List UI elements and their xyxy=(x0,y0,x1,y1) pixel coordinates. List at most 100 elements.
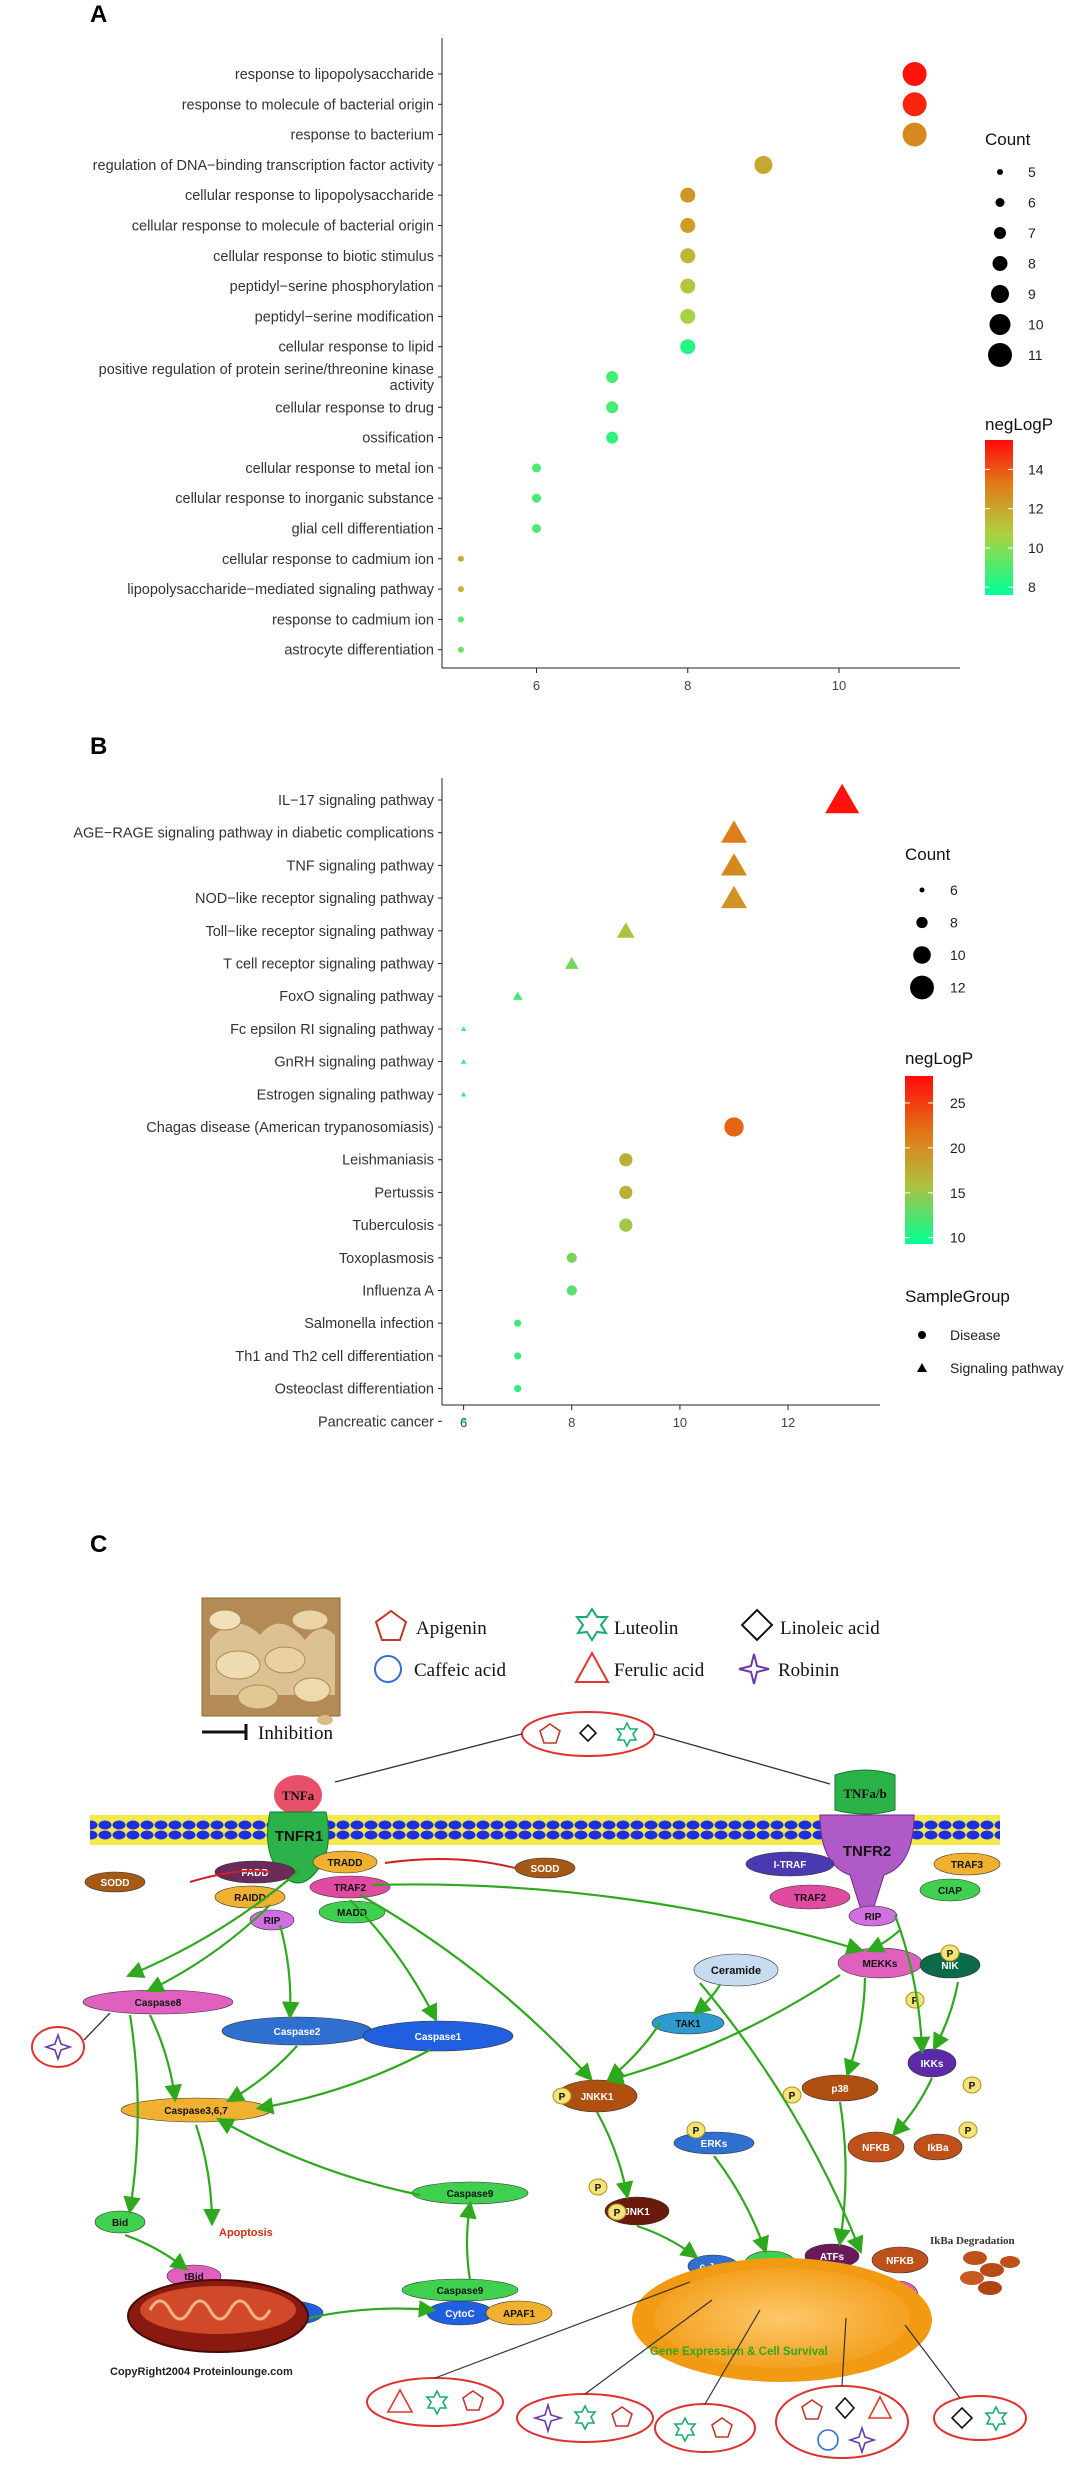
ikks-label: IKKs xyxy=(921,2059,944,2070)
chart-a-category-label: glial cell differentiation xyxy=(292,522,434,538)
caspase9a-label: Caspase9 xyxy=(447,2189,494,2200)
nfkb1-label: NFKB xyxy=(862,2143,890,2154)
sodd-inhibition-line xyxy=(189,1869,271,1883)
chart-b-category-label: T cell receptor signaling pathway xyxy=(223,957,435,973)
caffeic-acid-circle-icon xyxy=(817,2429,839,2451)
legend-a-count-title: Count xyxy=(985,130,1031,149)
phospho-badge xyxy=(607,2203,627,2221)
chart-b-category-label: NOD−like receptor signaling pathway xyxy=(195,891,435,907)
chart-a-category-labels: response to lipopolysaccharide response t… xyxy=(93,67,442,659)
chart-b-point-triangle xyxy=(564,957,579,969)
legend-b-size-entries: 6 8 10 12 xyxy=(910,882,966,1000)
tnfa-label: TNFa xyxy=(282,1788,315,1803)
pathway-arrow xyxy=(125,1869,301,1979)
copyright-label: CopyRight2004 Proteinlounge.com xyxy=(110,2366,293,2378)
pathway-arrow xyxy=(255,2049,431,2115)
chart-b-category-label: Pancreatic cancer xyxy=(318,1414,434,1430)
caspase9b-label: Caspase9 xyxy=(437,2286,484,2297)
robinin-star-icon xyxy=(738,1653,770,1685)
tradd-label: TRADD xyxy=(328,1858,363,1869)
jnk1-label: JNK1 xyxy=(624,2207,650,2218)
apaf1-node xyxy=(485,2300,553,2326)
chart-b-point-circle xyxy=(619,1153,633,1167)
ikks-node xyxy=(907,2048,957,2078)
caspase8-label: Caspase8 xyxy=(135,1998,182,2009)
legend-a-size-marker xyxy=(997,169,1003,175)
mitochondrion xyxy=(127,2279,309,2353)
legend-b-count-title: Count xyxy=(905,845,951,864)
diagram-arrows xyxy=(123,1858,960,2322)
linoleic-acid-diamond-icon xyxy=(834,2396,856,2420)
legend-b-signaling-label: Signaling pathway xyxy=(950,1360,1064,1376)
pathway-arrow xyxy=(865,1929,901,1953)
traf3-label: TRAF3 xyxy=(951,1860,984,1871)
apigenin-pentagon-icon xyxy=(539,1723,561,1744)
chart-b-point-circle xyxy=(461,1419,466,1424)
chart-b-point-circle xyxy=(566,1252,577,1263)
chart-a-category-label: cellular response to drug xyxy=(275,400,434,416)
pathway-arrow xyxy=(844,1977,867,2078)
pathway-arrow xyxy=(146,1904,271,1993)
chart-a-category-label: positive regulation of protein serine/th… xyxy=(99,362,435,394)
legend-a-size-entries: 5 6 7 8 9 10 11 xyxy=(988,164,1044,367)
chart-a-point xyxy=(680,187,696,203)
chart-a-point xyxy=(680,248,696,264)
legend-a-size-label: 9 xyxy=(1028,286,1036,302)
luteolin-star-icon xyxy=(673,2416,697,2443)
legend-b-tick-label: 20 xyxy=(950,1140,966,1156)
chart-a-category-label: cellular response to metal ion xyxy=(245,461,434,477)
phospho-label: P xyxy=(947,1949,954,1960)
chart-a-category-label: cellular response to inorganic substance xyxy=(175,491,434,507)
legend-b-samplegroup-title: SampleGroup xyxy=(905,1287,1010,1306)
phospho-label: P xyxy=(789,2091,796,2102)
traf2a-node xyxy=(309,1875,391,1899)
caspase1-label: Caspase1 xyxy=(415,2032,462,2043)
apigenin-pentagon-icon xyxy=(801,2399,823,2420)
legend-b-size-label: 10 xyxy=(950,947,966,963)
chart-a-point xyxy=(457,586,464,593)
legend-a-size-marker xyxy=(988,343,1012,367)
chart-a-category-label: peptidyl−serine modification xyxy=(255,309,434,325)
chart-b-legend: Count 6 8 10 12 negLogP 10 15 20 25 SampleGrou… xyxy=(905,845,1064,1376)
chart-b-category-label: Influenza A xyxy=(362,1284,434,1300)
phospho-badge xyxy=(962,2076,982,2094)
chart-a-x-tick-label: 8 xyxy=(684,678,691,693)
chart-a-plot-area xyxy=(442,38,960,668)
legend-a-size-label: 7 xyxy=(1028,225,1036,241)
pathway-arrow xyxy=(371,1883,865,1955)
legend-a-size-label: 11 xyxy=(1028,347,1043,363)
luteolin-star-icon xyxy=(575,1607,609,1642)
sodd2-label: SODD xyxy=(531,1864,560,1875)
chart-b-category-label: Toll−like receptor signaling pathway xyxy=(205,924,434,940)
chart-b-category-label: Th1 and Th2 cell differentiation xyxy=(235,1349,434,1365)
caspase1-node xyxy=(362,2020,514,2052)
pathway-arrow xyxy=(833,2101,851,2247)
p38-label: p38 xyxy=(831,2084,849,2095)
panel-label-c: C xyxy=(90,1531,107,1558)
legend-a-size-marker xyxy=(991,285,1009,303)
phospho-label: P xyxy=(614,2208,621,2219)
phospho-label: P xyxy=(559,2092,566,2103)
chart-a-category-label: response to bacterium xyxy=(291,128,434,144)
ferulic-acid-triangle-icon xyxy=(386,2388,414,2413)
chart-a-category-label: ossification xyxy=(362,431,434,447)
chart-b-points xyxy=(460,783,860,1424)
nfkb2-label: NFKB xyxy=(886,2256,914,2267)
legend-b-size-label: 12 xyxy=(950,980,966,996)
apigenin-pentagon-icon xyxy=(611,2406,633,2427)
robinin-star-icon xyxy=(847,2425,877,2455)
legend-a-size-label: 5 xyxy=(1028,164,1036,180)
mekks-label: MEKKs xyxy=(862,1959,897,1970)
chart-b-category-label: Salmonella infection xyxy=(304,1316,434,1332)
pathway-diagram: Apigenin Luteolin Linoleic acid Caffeic … xyxy=(31,1597,1027,2459)
chart-a-category-label: peptidyl−serine phosphorylation xyxy=(230,279,434,295)
chart-a-point xyxy=(680,278,696,294)
chart-a-point xyxy=(680,339,696,355)
legend-b-size-marker xyxy=(913,946,931,964)
jnkk1-label: JNKK1 xyxy=(581,2092,614,2103)
pathway-arrow xyxy=(123,2014,141,2215)
chart-a-category-label: regulation of DNA−binding transcription … xyxy=(93,158,435,174)
apigenin-pentagon-icon xyxy=(462,2390,484,2411)
apaf1-label: APAF1 xyxy=(503,2309,535,2320)
